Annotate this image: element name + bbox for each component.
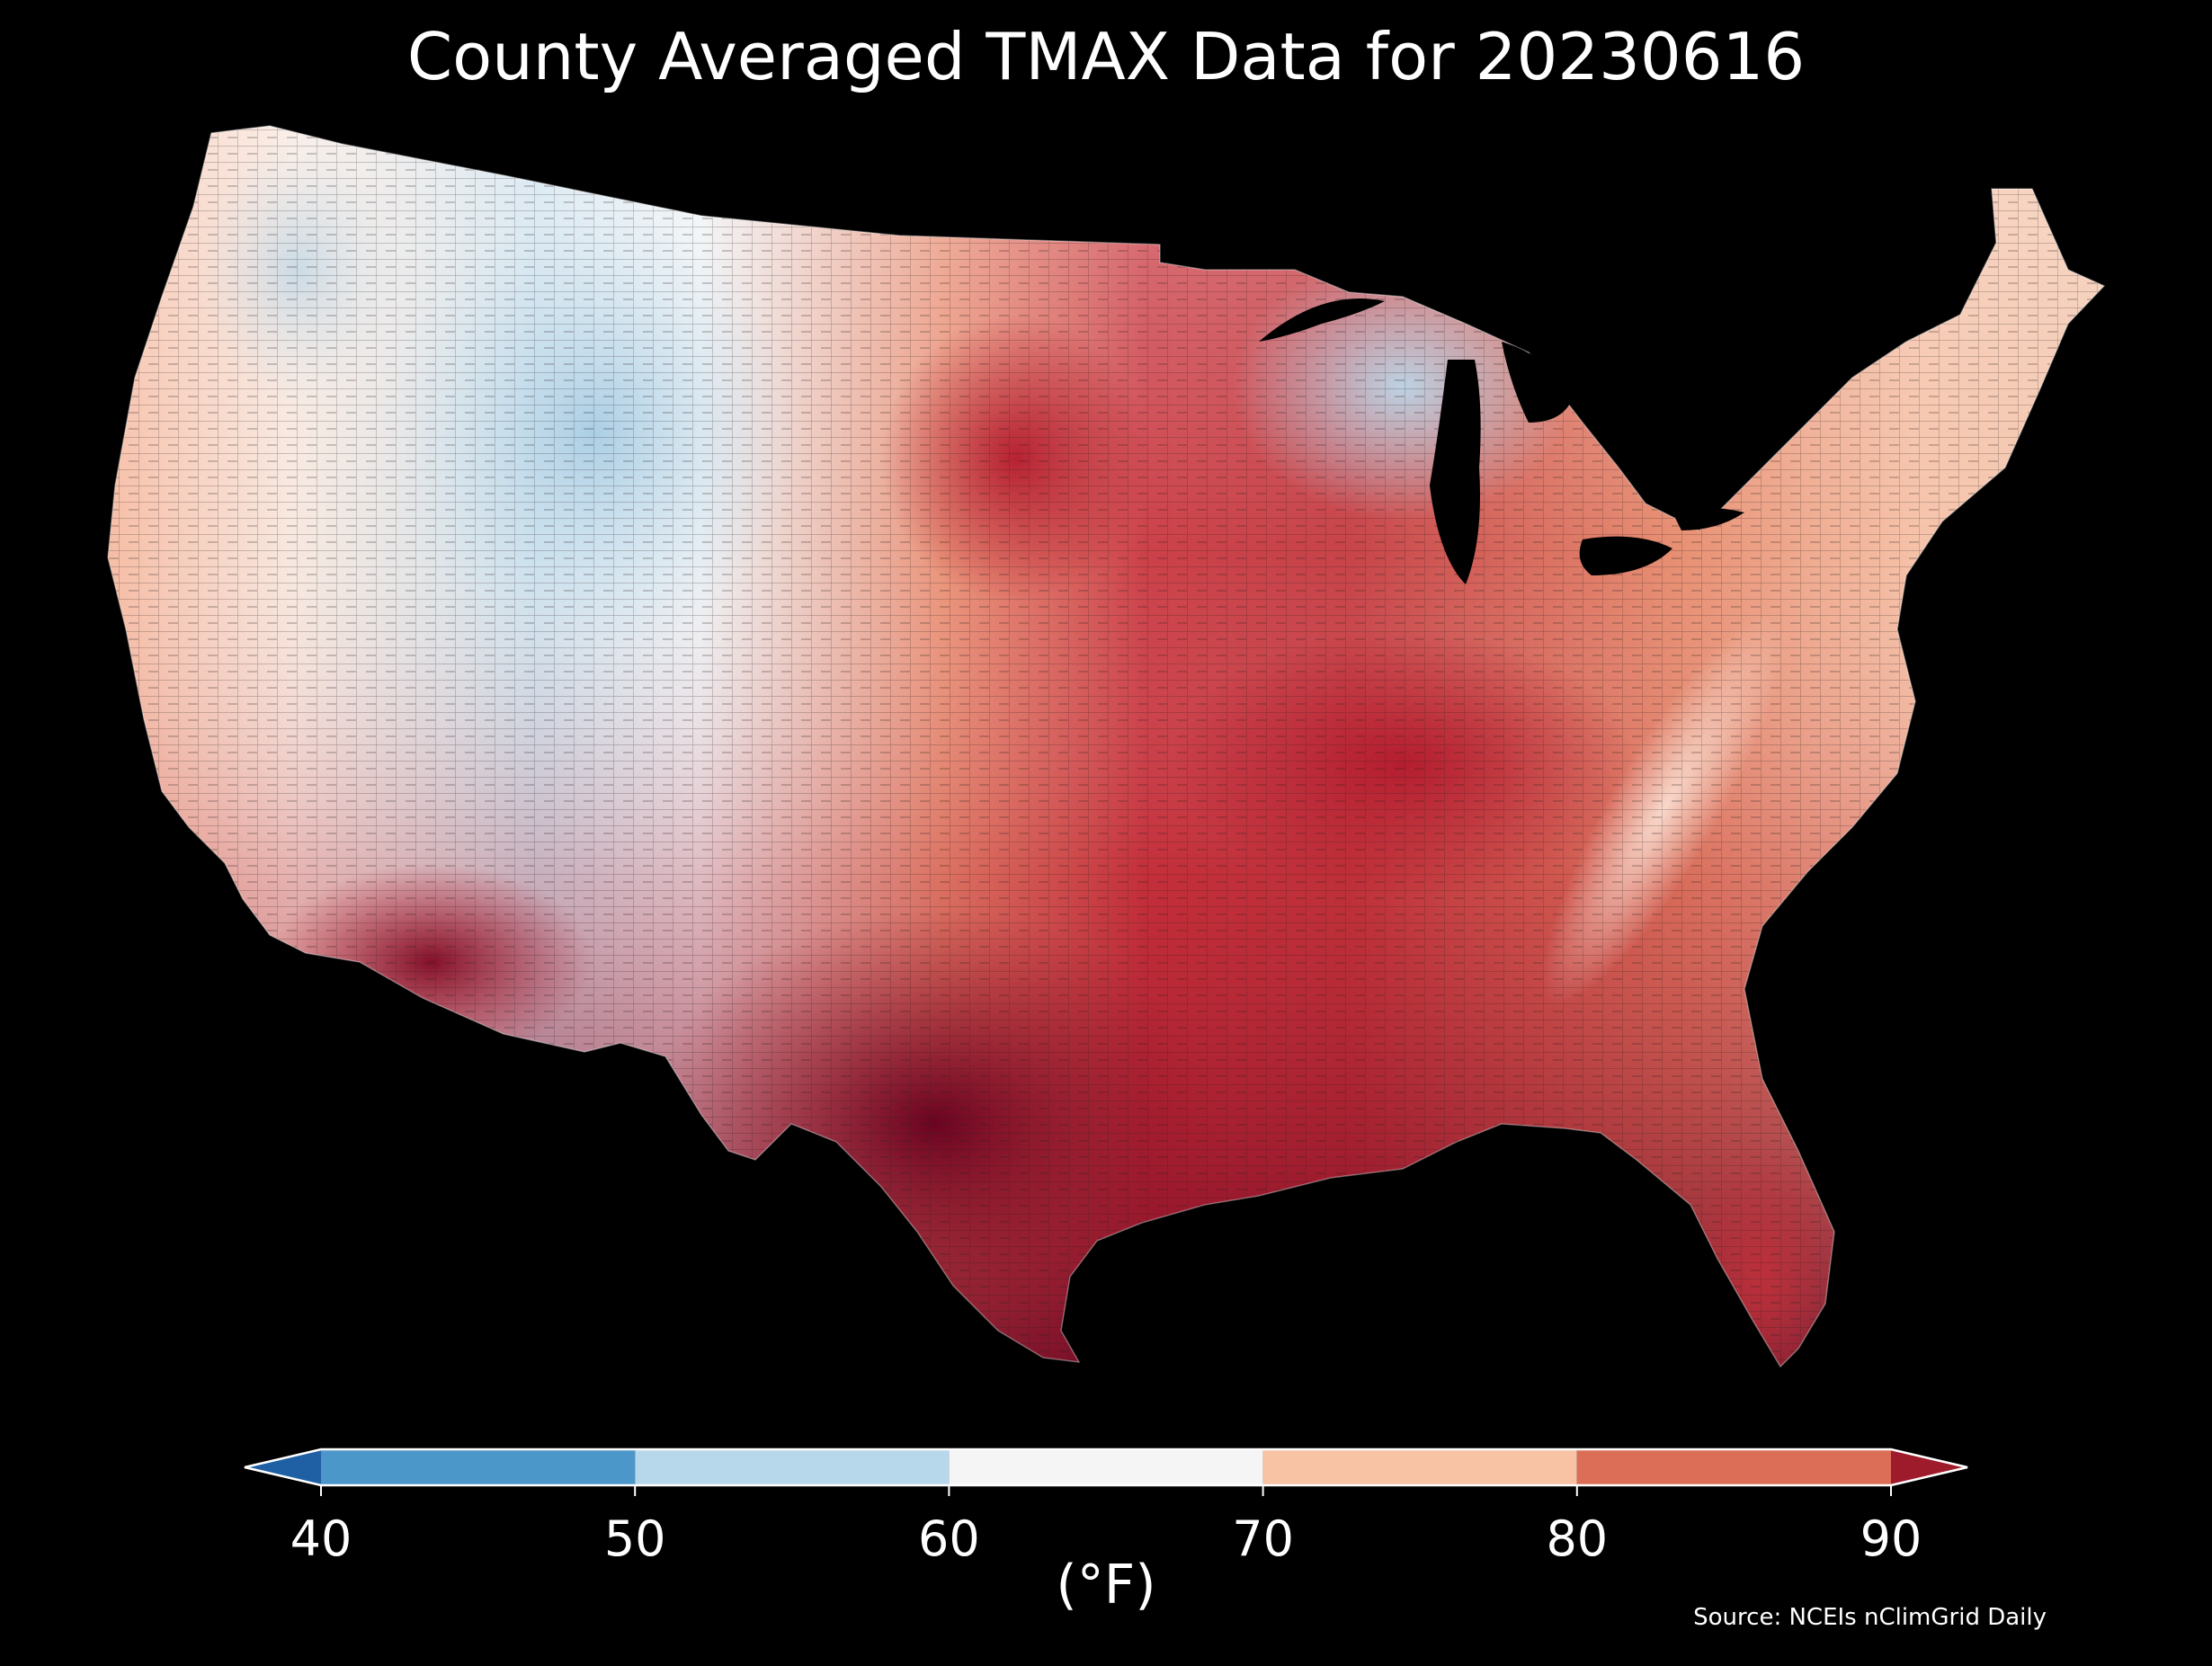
colorbar-bin-0	[321, 1449, 636, 1485]
colorbar-over-arrow	[1891, 1449, 1967, 1485]
map-title: County Averaged TMAX Data for 20230616	[406, 19, 1806, 94]
us-county-tmax-map	[107, 125, 2105, 1368]
source-credit: Source: NCEIs nClimGrid Daily	[1693, 1604, 2047, 1631]
colorbar-tick-label: 40	[290, 1510, 352, 1567]
great-lakes	[1259, 298, 1744, 584]
colorbar-bin-1	[635, 1449, 950, 1485]
colorbar-bin-2	[949, 1449, 1263, 1485]
colorbar-bin-3	[1262, 1449, 1577, 1485]
colorbar-tick-label: 70	[1232, 1510, 1294, 1567]
colorbar-under-arrow	[245, 1449, 321, 1485]
colorbar-tick-label: 80	[1546, 1510, 1608, 1567]
colorbar-tick-label: 90	[1860, 1510, 1922, 1567]
colorbar-bin-4	[1576, 1449, 1891, 1485]
colorbar-tick-label: 60	[918, 1510, 980, 1567]
colorbar-units-label: (°F)	[1056, 1554, 1156, 1617]
colorbar-tick-label: 50	[604, 1510, 666, 1567]
